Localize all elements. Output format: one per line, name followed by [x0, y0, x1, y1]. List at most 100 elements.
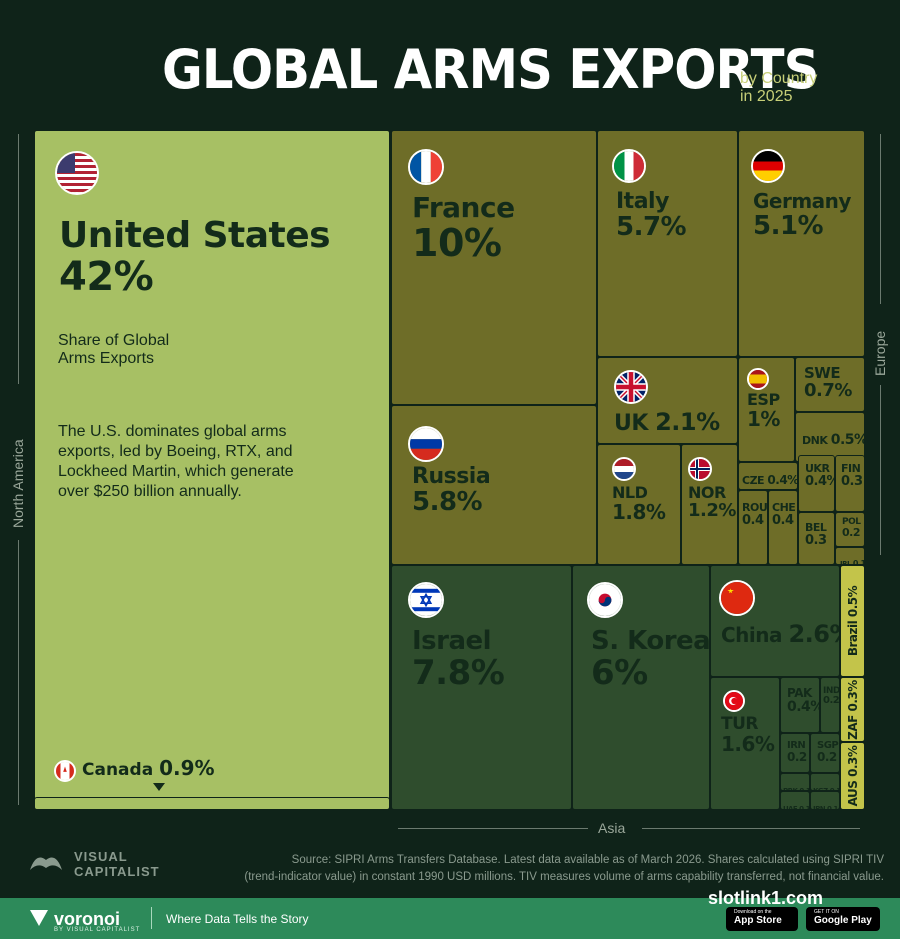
flag-kr-icon	[587, 582, 623, 618]
tile-value-che: 0.4	[772, 513, 794, 528]
tile-jpn: JPN 0.1	[810, 791, 840, 810]
asia-line-right	[642, 828, 860, 829]
tile-value-jpn: 0.1	[827, 805, 838, 810]
tile-value-dnk: 0.5%	[830, 432, 865, 448]
app-store-label: App Store	[734, 915, 782, 926]
tile-prk: PRK 0.1	[780, 773, 810, 791]
tile-label-cze: CZE 0.4%	[742, 469, 798, 488]
tile-name-ind: IND	[823, 686, 840, 696]
tile-pol: POL 0.2	[835, 512, 865, 547]
tile-label-esp: ESP 1%	[747, 390, 780, 430]
tile-rou: ROU 0.4	[738, 490, 768, 565]
tile-value-cze: 0.4%	[767, 473, 798, 487]
page-title: GLOBAL ARMS EXPORTS	[162, 38, 819, 101]
tile-irl: IRL 0.1	[835, 547, 865, 565]
logo-line-1: VISUAL	[74, 849, 128, 864]
tile-france: France 10%	[391, 130, 597, 405]
tile-label-aus: AUS 0.3%	[846, 746, 860, 807]
tile-fin: FIN 0.3	[835, 455, 865, 512]
tile-name-china: China	[721, 623, 789, 647]
tile-name-brazil: Brazil	[845, 617, 860, 657]
tile-value-germany: 5.1%	[753, 211, 824, 241]
tile-name-irl: IRL	[840, 560, 853, 565]
tile-name-israel: Israel	[412, 626, 492, 656]
voronoi-brand[interactable]: voronoi	[54, 909, 120, 929]
tile-label-china: China 2.6%	[721, 620, 839, 648]
tile-value-uk: 2.1%	[655, 408, 720, 436]
tile-china: China 2.6%	[710, 565, 840, 677]
tile-value-russia: 5.8%	[412, 487, 483, 517]
tile-value-irn: 0.2	[787, 750, 807, 764]
app-store-button[interactable]: Download on the App Store	[726, 907, 798, 931]
source-line-2: (trend-indicator value) in constant 1990…	[244, 871, 884, 883]
google-play-button[interactable]: GET IT ON Google Play	[806, 907, 880, 931]
tile-name-s-korea: S. Korea	[591, 626, 710, 656]
tile-dnk: DNK 0.5%	[795, 412, 865, 462]
tile-value-brazil: 0.5%	[845, 585, 860, 618]
europe-line-bottom	[880, 385, 881, 555]
app-store-small: Download on the	[734, 909, 772, 915]
tile-s-korea: S. Korea 6%	[572, 565, 710, 810]
tile-name-uk: UK	[614, 411, 656, 436]
flag-us-icon	[55, 151, 99, 195]
canada-value: 0.9%	[159, 756, 215, 780]
us-description: The U.S. dominates global arms exports, …	[58, 423, 294, 500]
tile-name-sgp: SGP	[817, 740, 839, 751]
tile-swe: SWE 0.7%	[795, 357, 865, 412]
tile-nor: NOR 1.2%	[681, 444, 738, 565]
flag-cn-icon	[719, 580, 755, 616]
tile-value-china: 2.6%	[788, 620, 839, 648]
asia-label: Asia	[598, 820, 626, 836]
tile-label-swe: SWE 0.7%	[804, 364, 852, 401]
tile-name-aus: AUS	[845, 776, 860, 807]
flag-no-icon	[688, 457, 712, 481]
subtitle: by Country in 2025	[740, 70, 817, 106]
north-america-line-top	[18, 134, 19, 384]
tile-israel: Israel 7.8%	[391, 565, 572, 810]
bar-divider	[151, 907, 152, 929]
tile-aus: AUS 0.3%	[840, 742, 865, 810]
tile-name-germany: Germany	[753, 189, 851, 213]
tile-label-united-states: United States 42%	[59, 215, 331, 298]
google-play-label: Google Play	[814, 915, 872, 926]
us-share-label-1: Share of Global	[58, 332, 170, 349]
tile-value-italy: 5.7%	[616, 212, 687, 242]
tile-name-fin: FIN	[841, 462, 861, 475]
tile-value-nld: 1.8%	[612, 500, 666, 524]
flag-nl-icon	[612, 457, 636, 481]
tile-value-pak: 0.4%	[787, 699, 819, 715]
tile-label-prk: PRK 0.1	[783, 778, 809, 790]
flag-uk-icon	[614, 370, 648, 404]
tile-name-bel: BEL	[805, 521, 827, 534]
tile-germany: Germany 5.1%	[738, 130, 865, 357]
flag-de-icon	[751, 149, 785, 183]
tile-italy: Italy 5.7%	[597, 130, 738, 357]
tile-name-irn: IRN	[787, 740, 806, 751]
tile-name-nor: NOR	[688, 483, 726, 502]
tile-name-pol: POL	[842, 517, 861, 527]
tile-label-zaf: ZAF 0.3%	[846, 680, 860, 740]
tile-name-nld: NLD	[612, 483, 648, 502]
tile-united-states: United States 42%	[34, 130, 390, 800]
tile-label-bel: BEL 0.3	[805, 521, 827, 548]
tile-che: CHE 0.4	[768, 490, 798, 565]
tile-value-irl: 0.1	[852, 559, 865, 565]
tile-name-jpn: JPN	[813, 805, 828, 810]
tile-label-irn: IRN 0.2	[787, 740, 807, 764]
tile-tur: TUR 1.6%	[710, 677, 780, 810]
tile-label-germany: Germany 5.1%	[753, 189, 851, 240]
tile-label-s-korea: S. Korea 6%	[591, 626, 710, 692]
tile-name-italy: Italy	[616, 189, 669, 214]
watermark: slotlink1.com	[708, 888, 824, 908]
tile-bel: BEL 0.3	[798, 512, 835, 565]
tile-label-nld: NLD 1.8%	[612, 483, 666, 524]
tile-value-nor: 1.2%	[688, 500, 736, 521]
tile-name-esp: ESP	[747, 390, 780, 409]
tile-esp: ESP 1%	[738, 357, 795, 462]
tile-value-bel: 0.3	[805, 533, 827, 548]
tile-name-ukr: UKR	[805, 462, 830, 475]
canada-arrow-icon	[153, 783, 165, 791]
tile-value-uae: 0.1	[799, 805, 810, 810]
